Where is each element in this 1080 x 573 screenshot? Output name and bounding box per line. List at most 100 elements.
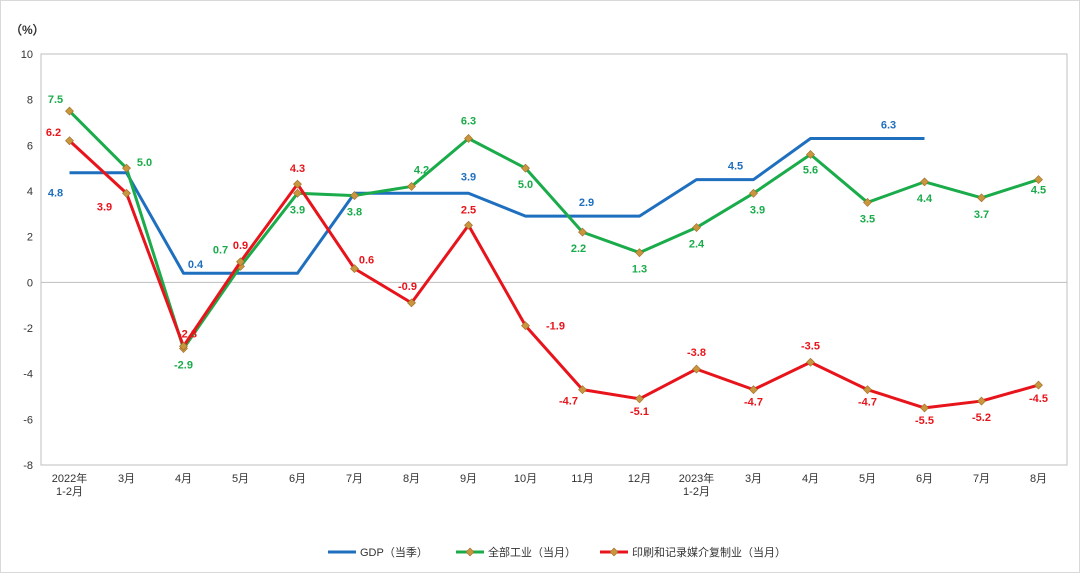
data-label: -4.7 — [559, 396, 578, 408]
data-label: 4.8 — [48, 188, 63, 200]
legend-label: 全部工业（当月） — [488, 545, 576, 559]
data-point-marker — [635, 248, 644, 258]
data-label: -0.9 — [398, 281, 417, 293]
x-tick-label: 4月 — [802, 473, 819, 485]
data-point-marker — [293, 188, 302, 198]
series-line — [68, 139, 1039, 410]
data-label: 0.6 — [359, 255, 374, 267]
x-tick-label: 7月 — [346, 473, 363, 485]
series-layer — [65, 106, 1043, 413]
data-point-marker — [350, 264, 359, 274]
data-label: -5.1 — [630, 406, 649, 418]
series-2 — [65, 136, 1043, 413]
x-axis: 2022年 1-2月 3月 4月 5月 6月 7月 8月 9月 10月 11月 12月 2023年 1-2… — [52, 471, 1047, 498]
data-label: 1.3 — [632, 264, 647, 276]
data-label: -3.8 — [687, 347, 706, 359]
data-point-marker — [635, 394, 644, 404]
data-point-marker — [464, 220, 473, 230]
data-label: 3.8 — [347, 207, 362, 219]
data-point-marker — [578, 227, 587, 237]
data-point-marker — [1034, 175, 1043, 185]
data-point-marker — [806, 357, 815, 367]
y-tick-label: 4 — [27, 186, 33, 198]
data-point-marker — [407, 182, 416, 191]
data-label: -2.8 — [178, 328, 197, 340]
data-label: 0.9 — [233, 240, 248, 252]
data-label: -1.9 — [546, 321, 565, 333]
data-point-marker — [578, 385, 587, 395]
data-point-marker — [749, 188, 758, 198]
x-tick-label: 5月 — [232, 473, 249, 485]
data-point-marker — [236, 257, 245, 267]
legend-item-2: 印刷和记录媒介复制业（当月） — [600, 545, 786, 559]
legend-label: 印刷和记录媒介复制业（当月） — [632, 545, 786, 559]
data-point-marker — [977, 396, 986, 406]
y-axis: -8 -6 -4 -2 0 2 4 6 8 10 — [21, 49, 1067, 472]
data-label: -4.7 — [744, 397, 763, 409]
data-point-marker — [806, 150, 815, 159]
x-tick-label: 11月 — [571, 473, 593, 485]
legend: GDP（当季） 全部工业（当月） 印刷和记录媒介复制业（当月） — [328, 545, 786, 559]
data-label: 4.5 — [1031, 185, 1046, 197]
data-label: 2.9 — [579, 197, 594, 209]
data-label: -4.5 — [1029, 393, 1048, 405]
x-tick-label: 10月 — [514, 473, 537, 485]
data-point-marker — [122, 163, 131, 173]
data-point-marker — [1034, 380, 1043, 390]
x-tick-label: 12月 — [628, 473, 651, 485]
plot-area — [40, 53, 1068, 466]
data-point-marker — [122, 188, 131, 198]
series-1 — [65, 106, 1043, 353]
data-point-marker — [692, 223, 701, 232]
data-point-marker — [179, 341, 188, 351]
data-label: 5.6 — [803, 164, 818, 176]
data-point-marker — [692, 364, 701, 374]
y-tick-label: 6 — [27, 140, 33, 152]
x-tick-label: 2022年 1-2月 — [52, 471, 87, 498]
y-axis-unit-label: （%） — [10, 22, 45, 37]
data-point-marker — [350, 191, 359, 200]
x-tick-label: 3月 — [745, 473, 762, 485]
data-label: -5.5 — [915, 415, 934, 427]
data-label: 0.7 — [213, 244, 228, 256]
x-tick-label: 7月 — [973, 473, 990, 485]
legend-marker — [609, 547, 619, 557]
series-0 — [69, 136, 925, 275]
data-label: 2.2 — [571, 243, 586, 255]
x-tick-label: 6月 — [289, 473, 306, 485]
data-label: 7.5 — [48, 94, 63, 106]
y-tick-label: -6 — [23, 414, 33, 426]
x-tick-label: 8月 — [403, 473, 420, 485]
legend-label: GDP（当季） — [360, 545, 428, 559]
data-point-marker — [521, 163, 530, 173]
y-tick-label: 0 — [27, 277, 33, 289]
x-tick-label: 9月 — [460, 473, 477, 485]
y-tick-label: 8 — [27, 95, 33, 107]
data-point-marker — [920, 177, 929, 187]
data-label: -5.2 — [972, 412, 991, 424]
x-tick-label: 6月 — [916, 473, 933, 485]
data-label: 3.9 — [461, 171, 476, 183]
y-tick-label: -8 — [23, 460, 33, 472]
data-labels: 7.5 5.0 -2.9 0.7 3.9 3.8 4.2 6.3 5.0 2.2 1.3 2.4 3.9… — [46, 94, 1048, 427]
data-label: 6.3 — [461, 115, 476, 127]
y-tick-label: 2 — [27, 232, 33, 244]
data-point-marker — [464, 134, 473, 143]
data-label: -3.5 — [801, 340, 820, 352]
x-tick-label: 4月 — [175, 473, 192, 485]
data-label: 4.3 — [290, 163, 305, 175]
data-point-marker — [521, 321, 530, 331]
data-point-marker — [293, 179, 302, 189]
data-point-marker — [863, 197, 872, 207]
data-label: 0.4 — [188, 259, 204, 271]
legend-item-1: 全部工业（当月） — [456, 545, 576, 559]
legend-item-0: GDP（当季） — [328, 545, 428, 559]
data-label: 4.4 — [917, 193, 933, 205]
data-label: -4.7 — [858, 397, 877, 409]
data-label: 2.4 — [689, 239, 705, 251]
data-point-marker — [863, 385, 872, 395]
y-tick-label: 10 — [21, 49, 33, 61]
data-point-marker — [407, 298, 416, 308]
